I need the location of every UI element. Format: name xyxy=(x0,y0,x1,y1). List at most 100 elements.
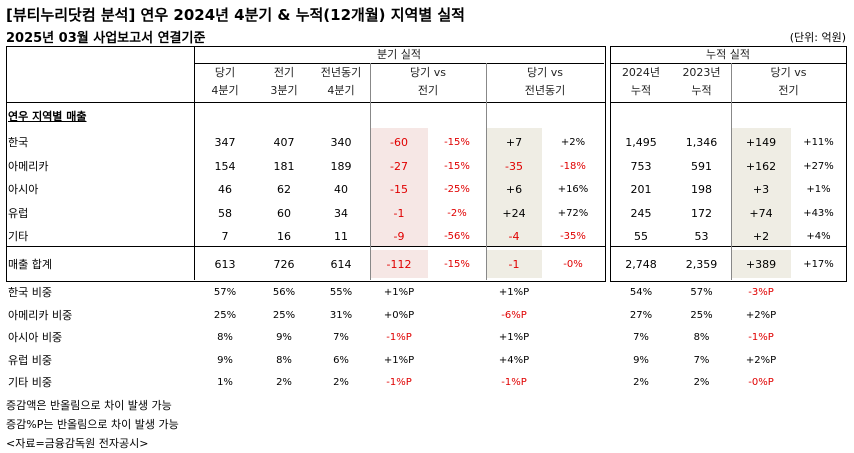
col-header-q-vs-yoy-1: 당기 vs xyxy=(527,66,563,79)
cell-c-d: +162 xyxy=(745,159,777,173)
total-label: 매출 합계 xyxy=(8,258,52,271)
row-label: 아메리카 xyxy=(8,159,49,173)
cell-c-cur: 9% xyxy=(633,354,649,366)
cell-c-cur: 54% xyxy=(629,287,653,298)
cell-d-yoy-pct: -0% xyxy=(563,259,583,270)
cell-d-prev: -60 xyxy=(390,136,408,149)
cell-c-cur: 27% xyxy=(629,309,653,321)
cell-c-cur: 55 xyxy=(634,230,648,243)
cell-c-prev: 591 xyxy=(691,159,712,173)
cell-c-d-pct: +11% xyxy=(803,137,834,148)
cell-q-prev: 8% xyxy=(276,354,292,366)
cell-d-prev-pct: -2% xyxy=(447,207,467,219)
cell-q-prev: 16 xyxy=(277,230,291,243)
cell-c-prev: 172 xyxy=(691,206,712,220)
cell-d-prev-pct: -56% xyxy=(444,231,470,242)
cell-q-cur: 154 xyxy=(214,159,236,173)
cell-q-yoy: 2% xyxy=(333,377,349,388)
shade-d-prev-total xyxy=(370,250,428,278)
cell-d-yoy: -35 xyxy=(505,159,523,173)
cell-c-d-pct: +43% xyxy=(803,207,834,219)
cell-c-d: +149 xyxy=(745,136,777,149)
share-label: 아메리카 비중 xyxy=(8,308,73,322)
col-header-c-cur-2: 누적 xyxy=(630,84,652,97)
cell-d-yoy-pct: -18% xyxy=(560,160,586,172)
unit-label: (단위: 억원) xyxy=(789,31,846,44)
group-cumulative: 누적 실적 xyxy=(706,48,750,61)
cell-q-yoy: 55% xyxy=(329,287,353,298)
cell-c-cur: 201 xyxy=(630,183,652,196)
cell-d-prev: -1%P xyxy=(386,332,412,343)
cell-d-yoy: -1%P xyxy=(501,377,527,388)
cell-d-yoy: -1 xyxy=(508,258,520,271)
cell-c-d: +2%P xyxy=(745,309,777,321)
cum-group-line xyxy=(610,63,846,64)
cell-c-cur: 753 xyxy=(630,159,652,173)
cell-d-yoy-pct: +2% xyxy=(560,137,586,148)
quarter-group-line xyxy=(194,63,604,64)
cell-q-prev: 25% xyxy=(272,309,296,321)
cell-d-yoy: +1%P xyxy=(498,287,530,298)
cell-d-yoy: +24 xyxy=(502,206,526,220)
cell-d-yoy: +1%P xyxy=(498,332,530,343)
cell-c-prev: 2% xyxy=(693,377,710,388)
cell-c-d: -3%P xyxy=(748,287,774,298)
cell-c-d-pct: +4% xyxy=(806,231,831,242)
cell-c-d: +389 xyxy=(745,258,777,271)
cell-d-yoy: -4 xyxy=(508,230,520,243)
row-label: 기타 xyxy=(8,230,29,243)
col-header-q-cur-1: 당기 xyxy=(214,66,236,79)
cell-d-yoy: +4%P xyxy=(498,354,530,366)
cell-c-d-pct: +27% xyxy=(803,160,834,172)
share-label: 기타 비중 xyxy=(8,376,52,389)
shade-c-d xyxy=(731,128,791,246)
row-label: 아시아 xyxy=(8,183,39,196)
page-title: [뷰티누리닷컴 분석] 연우 2024년 4분기 & 누적(12개월) 지역별 … xyxy=(6,6,465,24)
col-header-c-prev-2: 누적 xyxy=(691,84,712,97)
cell-q-yoy: 31% xyxy=(329,309,353,321)
vline-delta2 xyxy=(486,63,487,280)
cell-q-cur: 57% xyxy=(213,287,237,298)
note-1: 증감액은 반올림으로 차이 발생 가능 xyxy=(6,399,172,412)
col-header-c-cur-1: 2024년 xyxy=(621,66,661,79)
cell-q-cur: 7 xyxy=(221,230,229,243)
col-header-q-yoy-2: 4분기 xyxy=(327,84,355,97)
cell-c-cur: 2% xyxy=(633,377,649,388)
cell-q-prev: 2% xyxy=(276,377,292,388)
vline-delta xyxy=(370,63,371,280)
share-label: 한국 비중 xyxy=(8,286,52,299)
cell-d-prev: -27 xyxy=(390,159,408,173)
cell-d-prev: -1 xyxy=(393,206,405,220)
cell-d-prev: -9 xyxy=(393,230,405,243)
cell-c-prev: 53 xyxy=(694,230,709,243)
share-label: 아시아 비중 xyxy=(8,331,63,344)
cell-q-cur: 613 xyxy=(214,258,236,271)
cell-q-prev: 181 xyxy=(273,159,295,173)
cell-c-cur: 1,495 xyxy=(625,136,657,149)
quarter-table-frame xyxy=(6,46,606,282)
cell-c-d: +3 xyxy=(752,183,770,196)
shade-d-yoy-total xyxy=(486,250,542,278)
cell-c-cur: 245 xyxy=(630,206,652,220)
shade-c-d-total xyxy=(731,250,791,278)
cell-d-prev: +1%P xyxy=(383,287,415,298)
cell-d-prev-pct: -15% xyxy=(444,137,470,148)
cell-q-yoy: 614 xyxy=(330,258,352,271)
cell-q-yoy: 11 xyxy=(334,230,348,243)
header-bottom-line-cum xyxy=(610,102,846,103)
cell-c-prev: 198 xyxy=(691,183,712,196)
row-label: 유럽 xyxy=(8,206,29,220)
cell-q-cur: 58 xyxy=(218,206,232,220)
cell-d-prev: -112 xyxy=(386,258,412,271)
note-3: <자료=금융감독원 전자공시> xyxy=(6,437,149,450)
cell-c-prev: 2,359 xyxy=(685,258,718,271)
cell-d-yoy-pct: +72% xyxy=(557,207,589,219)
cell-c-prev: 1,346 xyxy=(685,136,718,149)
col-header-q-vs-yoy-2: 전년동기 xyxy=(524,84,566,97)
cell-d-yoy-pct: +16% xyxy=(557,184,589,195)
cell-d-prev: -1%P xyxy=(386,377,412,388)
vline-cum-delta xyxy=(731,63,732,280)
cell-c-d: -0%P xyxy=(748,377,774,388)
cell-q-cur: 46 xyxy=(218,183,232,196)
col-header-q-prev-2: 3분기 xyxy=(270,84,298,97)
